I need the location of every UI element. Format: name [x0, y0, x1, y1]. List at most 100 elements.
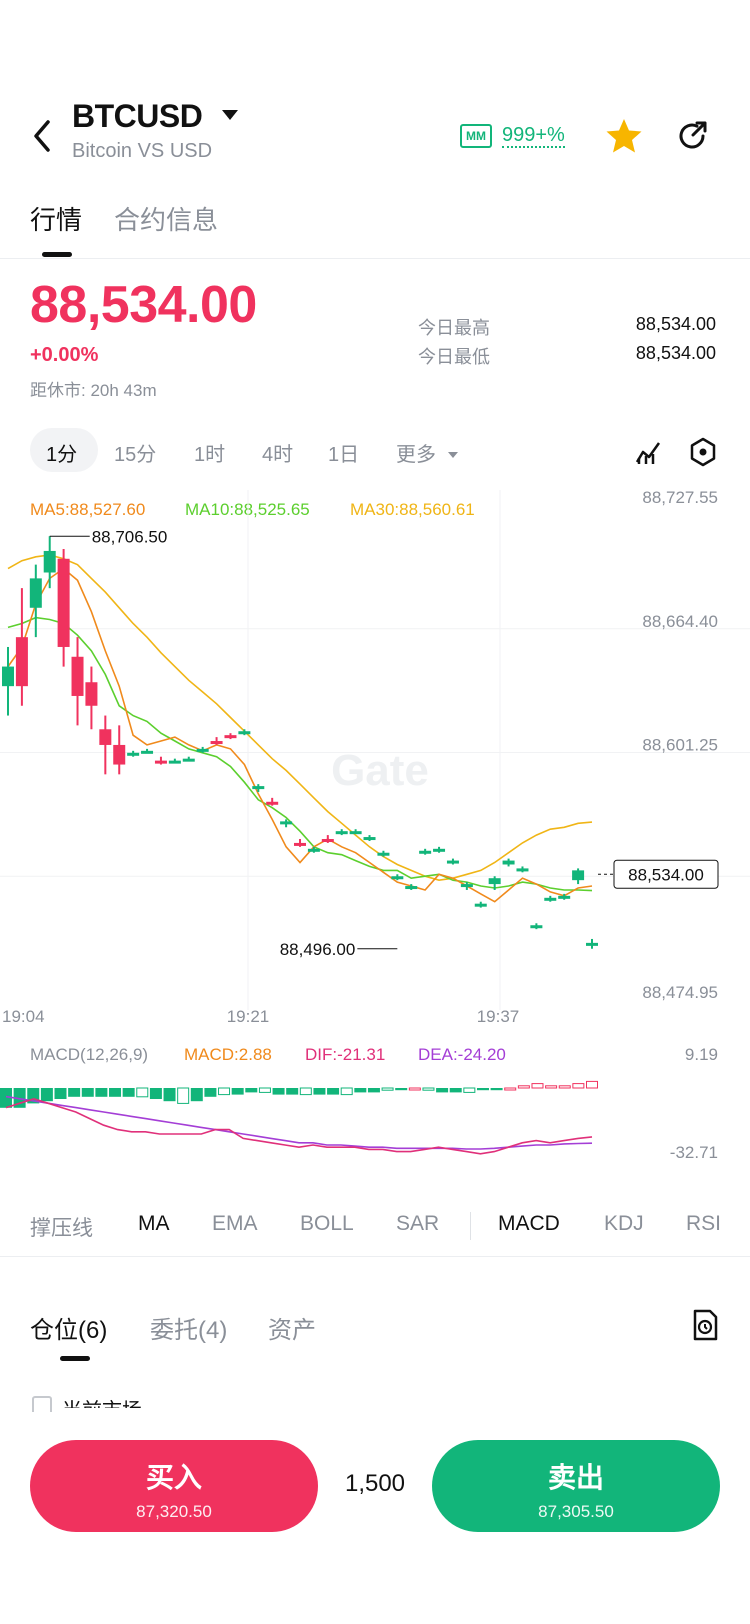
candle-body — [349, 831, 362, 835]
sell-price: 87,305.50 — [538, 1502, 614, 1521]
more-caret-icon — [448, 452, 458, 458]
symbol-dropdown-icon[interactable] — [222, 110, 238, 120]
macd-bar — [517, 1085, 530, 1089]
dif-value: DIF:-21.31 — [305, 1045, 385, 1064]
macd-bar — [586, 1080, 598, 1089]
macd-bar — [463, 1087, 476, 1093]
macd-bar — [327, 1088, 340, 1095]
tab-market[interactable]: 行情 — [30, 205, 83, 235]
low-value: 88,534.00 — [635, 343, 716, 363]
current-price-label: 88,534.00 — [628, 865, 704, 884]
interval-1h[interactable]: 1时 — [194, 444, 226, 466]
macd-bar — [531, 1083, 544, 1089]
y-tick-label: 88,601.25 — [642, 736, 718, 755]
axis-labels: 88,727.5588,664.4088,601.2588,538.1088,4… — [2, 490, 719, 1026]
ma10-legend: MA10:88,525.65 — [185, 500, 310, 519]
interval-15m[interactable]: 15分 — [114, 444, 157, 466]
ma-lines — [7, 554, 593, 903]
macd-bar — [204, 1088, 217, 1097]
candlestick-chart[interactable]: Gate 88,727.5588,664.4088,601.2588,538.1… — [0, 490, 750, 1190]
candle-body — [307, 848, 320, 852]
indicator-boll[interactable]: BOLL — [300, 1212, 354, 1235]
candle-body — [141, 750, 154, 754]
macd-bar — [340, 1087, 353, 1096]
interval-1d[interactable]: 1日 — [328, 444, 360, 466]
macd-value: MACD:2.88 — [184, 1045, 272, 1064]
chart-settings-icon[interactable] — [688, 437, 718, 467]
sell-label: 卖出 — [547, 1462, 604, 1493]
candle-body — [210, 741, 223, 745]
candle-body — [85, 682, 98, 706]
macd-bar — [231, 1088, 244, 1095]
market-close-countdown: 距休市: 20h 43m — [30, 381, 157, 400]
favorite-star-icon[interactable] — [604, 116, 644, 156]
macd-bar — [122, 1088, 135, 1097]
y-tick-label: 88,727.55 — [642, 490, 718, 507]
candle-body — [252, 786, 265, 790]
buy-label: 买入 — [145, 1462, 202, 1493]
indicator-ma[interactable]: MA — [138, 1212, 170, 1235]
back-arrow-icon[interactable] — [28, 116, 58, 156]
buy-price: 87,320.50 — [136, 1502, 212, 1521]
candle-body — [2, 666, 14, 687]
candle-body — [127, 752, 140, 756]
interval-more[interactable]: 更多 — [396, 444, 436, 466]
symbol-title[interactable]: BTCUSD — [72, 98, 203, 134]
high-value: 88,534.00 — [635, 314, 716, 334]
candle-body — [266, 801, 279, 805]
interval-4h[interactable]: 4时 — [262, 444, 294, 466]
candle-body — [238, 731, 251, 735]
candle-body — [43, 550, 56, 573]
divider — [0, 1256, 750, 1257]
y-tick-label: 88,474.95 — [642, 983, 718, 1002]
indicator-ema[interactable]: EMA — [212, 1212, 258, 1235]
candle-body — [154, 760, 167, 764]
candle-body — [57, 558, 70, 647]
macd-bar — [449, 1088, 462, 1093]
dif-line — [5, 1097, 593, 1155]
indicator-macd[interactable]: MACD — [498, 1212, 560, 1235]
macd-bar — [436, 1088, 449, 1093]
candle-body — [113, 744, 126, 765]
macd-bar — [109, 1088, 122, 1097]
buy-button[interactable]: 买入 87,320.50 — [30, 1440, 318, 1532]
candle-body — [15, 637, 28, 687]
indicator-icon[interactable] — [634, 438, 662, 466]
ma10-line — [7, 616, 593, 892]
candle-body — [572, 870, 585, 881]
sell-button[interactable]: 卖出 87,305.50 — [432, 1440, 720, 1532]
macd-panel: MACD(12,26,9) MACD:2.88 DIF:-21.31 DEA:-24.… — [0, 1045, 718, 1162]
indicator-rsi[interactable]: RSI — [686, 1212, 722, 1235]
macd-bar — [136, 1087, 149, 1098]
candle-body — [182, 758, 195, 762]
candle-body — [99, 729, 112, 745]
macd-bar — [558, 1085, 571, 1089]
x-tick-label: 19:04 — [2, 1007, 45, 1026]
candles — [2, 536, 598, 949]
interval-1m[interactable]: 1分 — [46, 444, 78, 466]
share-icon[interactable] — [674, 118, 710, 154]
macd-bar — [286, 1088, 299, 1095]
symbol-subtitle: Bitcoin VS USD — [72, 140, 213, 162]
candle-body — [224, 735, 237, 739]
macd-bar — [0, 1088, 12, 1108]
history-icon[interactable] — [690, 1308, 720, 1342]
indicator-support-resistance[interactable]: 撑压线 — [30, 1217, 93, 1240]
tab-assets[interactable]: 资产 — [268, 1317, 316, 1344]
tab-contract-info[interactable]: 合约信息 — [114, 205, 219, 235]
low-label: 今日最低 — [418, 347, 490, 367]
tab-orders[interactable]: 委托(4) — [150, 1317, 228, 1344]
macd-bar — [149, 1088, 162, 1099]
mm-value[interactable]: 999+% — [502, 124, 565, 148]
macd-bar — [422, 1087, 435, 1091]
min-label: 88,496.00 — [280, 940, 356, 959]
dea-value: DEA:-24.20 — [418, 1045, 506, 1064]
macd-bar — [163, 1088, 176, 1102]
macd-bar — [490, 1088, 503, 1091]
macd-bar — [54, 1088, 67, 1099]
indicator-kdj[interactable]: KDJ — [604, 1212, 644, 1235]
price-change: +0.00% — [30, 344, 99, 366]
ma5-line — [7, 567, 593, 903]
tab-positions[interactable]: 仓位(6) — [30, 1317, 108, 1344]
indicator-sar[interactable]: SAR — [396, 1212, 440, 1235]
